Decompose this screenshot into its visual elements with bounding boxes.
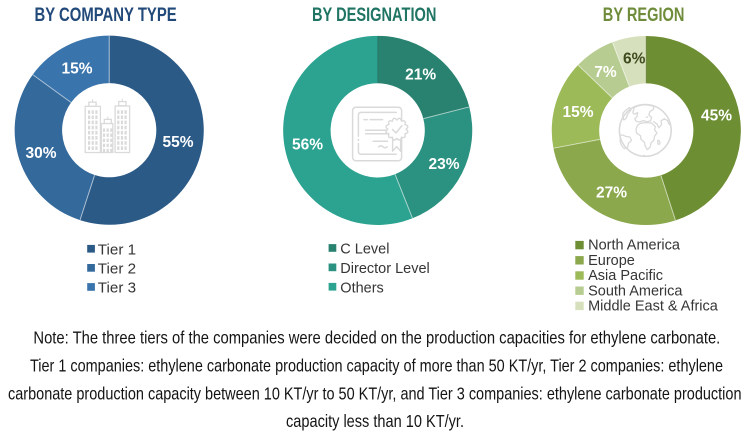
svg-text:Tier 1: Tier 1 <box>98 241 136 258</box>
svg-text:21%: 21% <box>405 67 436 84</box>
svg-text:Middle East & Africa: Middle East & Africa <box>588 299 719 315</box>
svg-text:Tier 1 companies: ethylene car: Tier 1 companies: ethylene carbonate pro… <box>30 356 723 376</box>
svg-text:BY DESIGNATION: BY DESIGNATION <box>312 5 436 26</box>
svg-text:carbonate production capacity: carbonate production capacity between 10… <box>8 383 742 403</box>
svg-text:7%: 7% <box>594 64 617 81</box>
svg-text:6%: 6% <box>623 51 646 68</box>
svg-text:30%: 30% <box>25 145 56 162</box>
svg-text:Europe: Europe <box>588 253 635 269</box>
svg-text:27%: 27% <box>596 184 627 201</box>
svg-text:23%: 23% <box>428 156 459 173</box>
svg-text:Tier 3: Tier 3 <box>98 280 136 297</box>
svg-text:North America: North America <box>588 238 681 254</box>
svg-text:Director Level: Director Level <box>340 261 429 277</box>
svg-text:C Level: C Level <box>340 242 389 258</box>
svg-text:South America: South America <box>588 283 683 299</box>
svg-text:BY COMPANY TYPE: BY COMPANY TYPE <box>35 5 177 26</box>
svg-text:Asia Pacific: Asia Pacific <box>588 268 663 284</box>
svg-text:Others: Others <box>340 280 384 296</box>
svg-text:capacity less than 10 KT/yr.: capacity less than 10 KT/yr. <box>286 411 464 431</box>
svg-text:45%: 45% <box>701 107 732 124</box>
svg-text:15%: 15% <box>61 60 92 77</box>
svg-text:56%: 56% <box>292 137 323 154</box>
svg-text:15%: 15% <box>562 104 593 121</box>
svg-text:55%: 55% <box>162 134 193 151</box>
svg-text:Note: The three tiers of the c: Note: The three tiers of the companies w… <box>33 328 720 348</box>
svg-text:BY REGION: BY REGION <box>603 5 685 26</box>
svg-text:Tier 2: Tier 2 <box>98 260 136 277</box>
